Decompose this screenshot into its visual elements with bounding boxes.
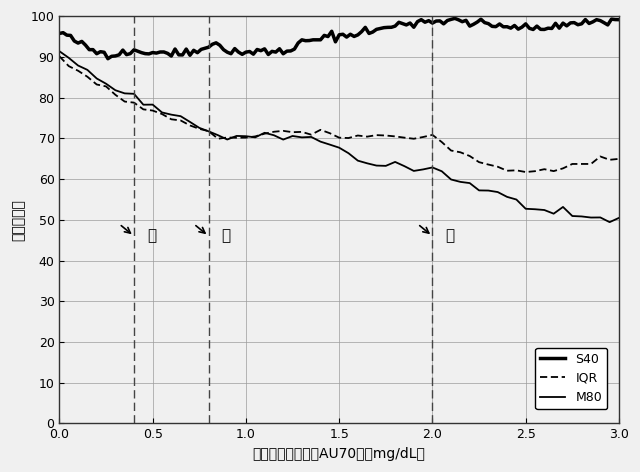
M80 [186,119,194,125]
S40 [104,56,112,61]
M80 [252,135,259,140]
X-axis label: 低血糖リスク曲線AU70値（mg/dL）: 低血糖リスク曲線AU70値（mg/dL） [253,447,426,461]
M80 [354,158,362,163]
IQR [522,169,529,175]
S40 [611,17,619,22]
Text: 大: 大 [445,228,454,244]
IQR [615,156,623,162]
S40 [56,31,63,36]
S40 [413,19,421,25]
S40 [257,48,265,53]
Line: M80: M80 [60,51,619,222]
M80 [168,112,175,118]
IQR [56,53,63,59]
IQR [391,134,399,139]
IQR [168,117,175,122]
M80 [56,49,63,54]
Y-axis label: 感度（％）: 感度（％） [11,199,25,241]
IQR [550,169,557,174]
Text: 中: 中 [221,228,231,244]
S40 [454,17,462,23]
S40 [399,21,406,26]
M80 [606,219,614,225]
S40 [451,16,459,21]
M80 [615,215,623,221]
M80 [541,207,548,213]
M80 [391,159,399,165]
IQR [186,123,194,128]
S40 [332,39,339,45]
Text: 小: 小 [147,228,156,244]
S40 [615,17,623,23]
IQR [354,133,362,138]
Line: IQR: IQR [60,56,619,172]
Legend: S40, IQR, M80: S40, IQR, M80 [535,347,607,409]
Line: S40: S40 [60,18,619,59]
IQR [252,134,259,139]
